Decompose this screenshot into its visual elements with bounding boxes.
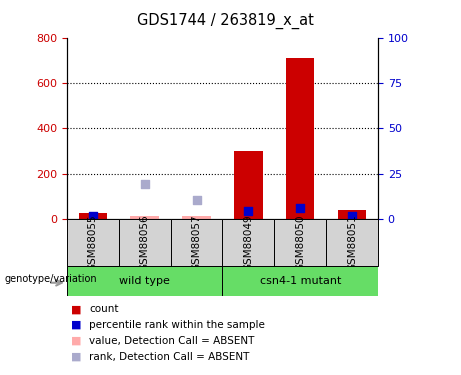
Point	[193, 197, 200, 203]
Text: genotype/variation: genotype/variation	[5, 274, 97, 284]
Bar	[130, 216, 159, 219]
Point	[245, 208, 252, 214]
Bar	[182, 216, 211, 219]
Text: percentile rank within the sample: percentile rank within the sample	[89, 320, 265, 330]
Bar	[222, 266, 378, 296]
Text: GSM88049: GSM88049	[243, 214, 254, 271]
Text: GSM88051: GSM88051	[347, 214, 357, 271]
Text: GSM88057: GSM88057	[191, 214, 201, 271]
Bar	[67, 266, 222, 296]
Bar	[78, 213, 107, 219]
Bar	[286, 58, 314, 219]
Text: count: count	[89, 304, 118, 314]
Text: GSM88056: GSM88056	[140, 214, 150, 271]
Text: csn4-1 mutant: csn4-1 mutant	[260, 276, 341, 286]
Bar	[326, 219, 378, 266]
Text: GDS1744 / 263819_x_at: GDS1744 / 263819_x_at	[137, 13, 314, 29]
Bar	[222, 219, 274, 266]
Text: GSM88055: GSM88055	[88, 214, 98, 271]
Text: GSM88050: GSM88050	[295, 214, 305, 271]
Bar	[234, 151, 263, 219]
Bar	[274, 219, 326, 266]
Point	[349, 213, 356, 219]
Point	[296, 205, 304, 211]
Text: wild type: wild type	[119, 276, 170, 286]
Text: ■: ■	[71, 304, 82, 314]
Text: rank, Detection Call = ABSENT: rank, Detection Call = ABSENT	[89, 352, 249, 362]
Bar	[67, 219, 118, 266]
Text: value, Detection Call = ABSENT: value, Detection Call = ABSENT	[89, 336, 254, 346]
Bar	[171, 219, 222, 266]
Text: ■: ■	[71, 320, 82, 330]
Point	[141, 181, 148, 187]
Text: ■: ■	[71, 336, 82, 346]
Text: ■: ■	[71, 352, 82, 362]
Bar	[338, 210, 366, 219]
Bar	[118, 219, 171, 266]
Point	[89, 213, 96, 219]
